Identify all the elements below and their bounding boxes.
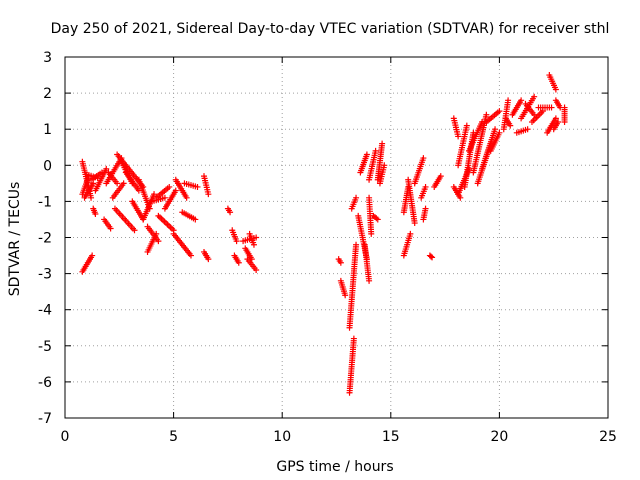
y-tick-label: -5 xyxy=(38,339,52,355)
data-point xyxy=(463,122,470,129)
x-axis-label: GPS time / hours xyxy=(276,459,393,475)
data-point xyxy=(552,86,559,93)
axis-ticks: 0 5 10 15 20 25 -7 -6 -5 -4 -3 -2 -1 0 1 2 3 xyxy=(38,50,617,445)
data-point xyxy=(548,104,555,111)
data-point xyxy=(155,238,162,245)
data-point xyxy=(483,111,490,118)
data-point xyxy=(531,93,538,100)
data-point xyxy=(194,183,201,190)
data-point xyxy=(507,122,514,129)
data-point xyxy=(342,292,349,299)
data-point xyxy=(88,194,95,201)
x-tick-label: 10 xyxy=(273,429,291,445)
data-point xyxy=(250,241,257,248)
data-point xyxy=(505,97,512,104)
data-point xyxy=(372,147,379,154)
data-point xyxy=(496,108,503,115)
x-tick-label: 25 xyxy=(599,429,617,445)
grid xyxy=(65,57,608,418)
data-point xyxy=(353,241,360,248)
data-point xyxy=(407,230,414,237)
data-point xyxy=(437,173,444,180)
y-axis-label: SDTVAR / TECUs xyxy=(7,182,23,297)
data-point xyxy=(161,194,168,201)
data-point xyxy=(89,252,96,259)
x-tick-label: 5 xyxy=(169,429,178,445)
x-tick-label: 15 xyxy=(382,429,400,445)
data-point xyxy=(103,165,110,172)
data-point xyxy=(353,194,360,201)
data-point xyxy=(235,259,242,266)
y-tick-label: 0 xyxy=(43,158,52,174)
data-point xyxy=(172,187,179,194)
data-point xyxy=(374,216,381,223)
data-point xyxy=(381,162,388,169)
y-tick-label: -1 xyxy=(38,194,52,210)
data-point xyxy=(253,234,260,241)
data-point xyxy=(227,209,234,216)
data-point xyxy=(192,216,199,223)
data-point xyxy=(205,256,212,263)
y-tick-label: 2 xyxy=(43,86,52,102)
data-point xyxy=(253,266,260,273)
data-point xyxy=(422,183,429,190)
data-point xyxy=(114,180,121,187)
data-point xyxy=(337,259,344,266)
x-tick-label: 0 xyxy=(61,429,70,445)
data-point xyxy=(422,205,429,212)
data-point xyxy=(518,97,525,104)
data-point xyxy=(429,254,436,261)
data-point xyxy=(350,335,357,342)
y-tick-label: -6 xyxy=(38,375,52,391)
data-point xyxy=(233,238,240,245)
data-point xyxy=(379,140,386,147)
x-tick-label: 20 xyxy=(490,429,508,445)
data-point xyxy=(366,277,373,284)
y-tick-label: 3 xyxy=(43,50,52,66)
data-point xyxy=(368,230,375,237)
y-tick-label: -7 xyxy=(38,411,52,427)
data-point xyxy=(187,252,194,259)
data-point xyxy=(166,183,173,190)
data-point xyxy=(420,155,427,162)
data-point xyxy=(524,126,531,133)
data-point xyxy=(92,211,99,218)
data-point xyxy=(205,191,212,198)
y-tick-label: -2 xyxy=(38,231,52,247)
data-points xyxy=(79,72,568,396)
data-point xyxy=(120,180,127,187)
data-point xyxy=(455,133,462,140)
chart-title: Day 250 of 2021, Sidereal Day-to-day VTE… xyxy=(51,21,610,37)
data-point xyxy=(492,126,499,133)
y-tick-label: 1 xyxy=(43,122,52,138)
data-point xyxy=(411,220,418,227)
data-point xyxy=(561,104,568,111)
data-point xyxy=(427,253,434,260)
data-point xyxy=(496,129,503,136)
data-point xyxy=(151,191,158,198)
data-point xyxy=(183,194,190,201)
data-point xyxy=(457,194,464,201)
data-point xyxy=(555,118,562,125)
y-tick-label: -4 xyxy=(38,303,52,319)
data-point xyxy=(552,115,559,122)
y-tick-label: -3 xyxy=(38,267,52,283)
data-point xyxy=(131,227,138,234)
data-point xyxy=(107,225,114,232)
data-point xyxy=(363,151,370,158)
